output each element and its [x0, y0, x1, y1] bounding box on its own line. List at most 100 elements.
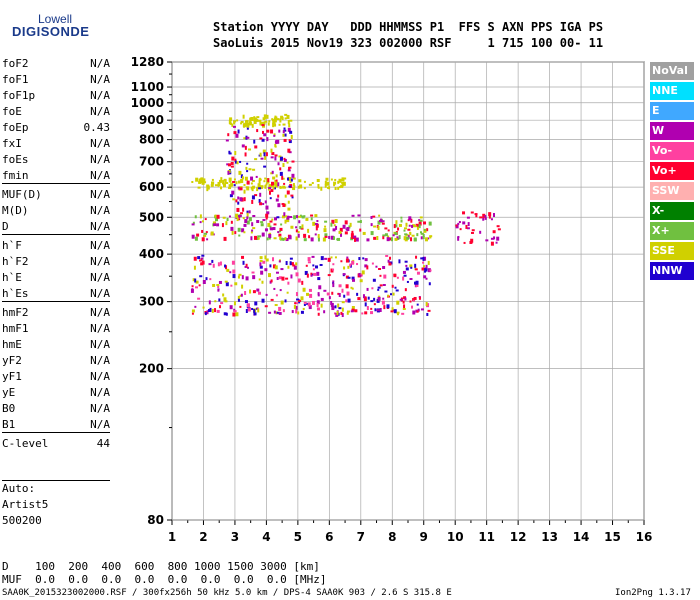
- echo-point: [275, 179, 278, 182]
- echo-point: [308, 183, 312, 186]
- echo-point: [251, 179, 255, 182]
- echo-point: [334, 305, 337, 309]
- echo-point: [389, 237, 393, 241]
- echo-point: [203, 234, 207, 237]
- echo-point: [236, 119, 239, 122]
- echo-point: [370, 300, 374, 303]
- echo-point: [280, 223, 283, 226]
- echo-point: [300, 296, 304, 301]
- echo-point: [243, 223, 247, 227]
- echo-point: [248, 148, 252, 151]
- legend-item-vo: Vo+: [650, 162, 694, 180]
- echo-point: [404, 288, 407, 292]
- echo-point: [360, 273, 363, 277]
- echo-point: [418, 219, 421, 222]
- echo-point: [372, 278, 376, 282]
- echo-point: [244, 265, 247, 268]
- echo-point: [242, 114, 245, 119]
- echo-point: [271, 152, 275, 156]
- echo-point: [224, 280, 228, 283]
- echo-point: [347, 276, 351, 279]
- echo-point: [225, 312, 228, 316]
- echo-point: [204, 218, 207, 221]
- echo-point: [281, 215, 285, 219]
- echo-point: [231, 156, 235, 161]
- echo-point: [228, 184, 232, 188]
- echo-point: [208, 263, 212, 266]
- echo-point: [233, 184, 236, 187]
- echo-point: [234, 282, 238, 286]
- echo-point: [324, 257, 328, 260]
- echo-point: [311, 255, 315, 258]
- echo-point: [314, 233, 317, 236]
- echo-point: [227, 170, 230, 175]
- echo-point: [463, 241, 466, 244]
- echo-point: [246, 136, 250, 139]
- echo-point: [277, 162, 280, 166]
- echo-point: [283, 129, 287, 132]
- y-tick-label: 600: [139, 180, 164, 194]
- echo-point: [423, 275, 427, 279]
- echo-point: [243, 231, 246, 234]
- echo-point: [314, 223, 318, 226]
- echo-point: [405, 267, 409, 271]
- echo-point: [414, 281, 417, 285]
- echo-point: [266, 180, 270, 184]
- echo-point: [422, 256, 425, 261]
- echo-point: [496, 225, 500, 228]
- echo-point: [471, 229, 475, 232]
- echo-point: [352, 278, 356, 282]
- echo-point: [282, 177, 285, 180]
- echo-point: [251, 271, 255, 274]
- echo-point: [260, 185, 264, 189]
- echo-point: [339, 227, 343, 232]
- echo-point: [283, 212, 286, 217]
- echo-point: [230, 165, 234, 168]
- echo-point: [314, 214, 318, 218]
- echo-point: [391, 284, 394, 288]
- echo-point: [291, 196, 294, 199]
- echo-point: [408, 216, 412, 221]
- echo-point: [275, 311, 278, 315]
- echo-point: [367, 296, 370, 300]
- echo-point: [261, 124, 265, 127]
- echo-point: [283, 158, 287, 162]
- echo-point: [301, 280, 304, 285]
- echo-point: [327, 257, 331, 262]
- echo-point: [273, 310, 276, 314]
- echo-point: [406, 236, 410, 240]
- echo-point: [231, 230, 234, 235]
- echo-point: [218, 179, 222, 183]
- echo-point: [488, 212, 492, 217]
- x-tick-label: 3: [231, 530, 239, 544]
- echo-point: [357, 220, 361, 223]
- echo-point: [402, 276, 405, 281]
- echo-point: [330, 222, 333, 227]
- echo-point: [373, 297, 376, 301]
- echo-point: [265, 213, 269, 218]
- echo-point: [270, 148, 273, 153]
- echo-point: [364, 264, 368, 268]
- echo-point: [284, 219, 287, 224]
- echo-point: [274, 265, 278, 270]
- echo-point: [337, 237, 341, 241]
- echo-point: [340, 311, 343, 315]
- echo-point: [211, 308, 214, 313]
- echo-point: [326, 292, 330, 296]
- echo-point: [220, 302, 224, 305]
- echo-point: [249, 289, 252, 294]
- echo-point: [311, 300, 315, 305]
- echo-point: [259, 256, 263, 260]
- echo-point: [338, 178, 342, 183]
- echo-point: [268, 236, 271, 240]
- echo-point: [225, 282, 229, 287]
- echo-point: [418, 221, 422, 226]
- param-separator: [2, 234, 110, 235]
- echo-point: [240, 122, 243, 125]
- echo-point: [246, 162, 249, 165]
- echo-point: [236, 217, 239, 222]
- echo-point: [330, 178, 333, 181]
- echo-point: [236, 207, 240, 212]
- echo-point: [290, 178, 293, 182]
- echo-point: [470, 211, 474, 214]
